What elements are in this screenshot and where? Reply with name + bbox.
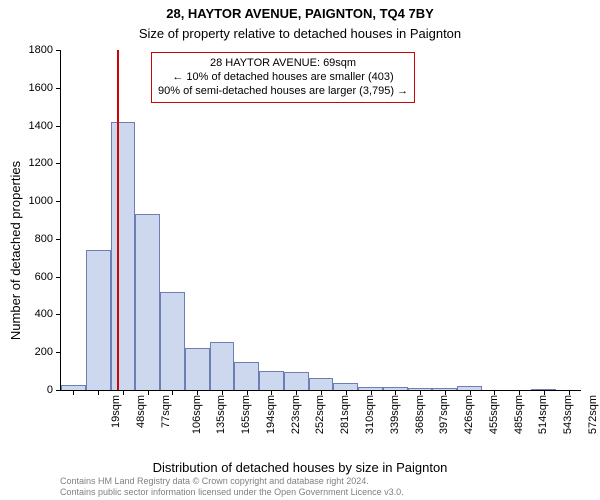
y-tick [56,352,61,353]
x-tick [197,390,198,395]
x-tick [569,390,570,395]
y-tick-label: 400 [35,308,53,320]
histogram-bar [234,362,259,390]
x-tick [445,390,446,395]
y-tick-label: 1400 [29,120,53,132]
y-tick-label: 1600 [29,82,53,94]
y-tick [56,239,61,240]
x-tick-label: 368sqm [414,395,426,434]
y-tick-label: 600 [35,271,53,283]
chart-container: 28, HAYTOR AVENUE, PAIGNTON, TQ4 7BY Siz… [0,0,600,500]
x-tick-label: 194sqm [265,395,277,434]
x-tick-label: 572sqm [587,395,599,434]
x-tick-label: 252sqm [315,395,327,434]
y-tick [56,163,61,164]
y-tick [56,88,61,89]
plot-area: 02004006008001000120014001600180019sqm48… [60,50,581,391]
x-tick [346,390,347,395]
x-tick [148,390,149,395]
y-tick-label: 1000 [29,195,53,207]
x-tick-label: 455sqm [488,395,500,434]
marker-line [117,50,119,390]
x-tick-label: 514sqm [537,395,549,434]
x-tick [470,390,471,395]
x-tick [271,390,272,395]
x-tick-label: 397sqm [438,395,450,434]
y-tick [56,126,61,127]
x-tick [222,390,223,395]
x-tick-label: 339sqm [389,395,401,434]
x-tick [123,390,124,395]
x-tick [73,390,74,395]
annotation-line: 28 HAYTOR AVENUE: 69sqm [158,57,408,71]
x-tick-label: 165sqm [240,395,252,434]
x-tick-label: 135sqm [216,395,228,434]
x-axis-label: Distribution of detached houses by size … [0,460,600,475]
histogram-bar [333,383,358,390]
histogram-bar [160,292,185,390]
y-tick [56,50,61,51]
histogram-bar [210,342,235,390]
y-tick [56,201,61,202]
y-tick [56,277,61,278]
x-tick [296,390,297,395]
x-tick-label: 77sqm [160,395,172,428]
y-tick [56,314,61,315]
x-tick-label: 310sqm [364,395,376,434]
y-axis-label: Number of detached properties [8,0,24,500]
x-tick-label: 485sqm [513,395,525,434]
x-tick [395,390,396,395]
y-tick-label: 1800 [29,44,53,56]
x-tick [98,390,99,395]
x-tick-label: 106sqm [191,395,203,434]
x-tick [420,390,421,395]
annotation-line: ← 10% of detached houses are smaller (40… [158,71,408,85]
histogram-bar [284,372,309,390]
y-tick-label: 1200 [29,157,53,169]
histogram-bar [86,250,111,390]
x-tick [519,390,520,395]
histogram-bar [259,371,284,390]
y-tick [56,390,61,391]
annotation-box: 28 HAYTOR AVENUE: 69sqm← 10% of detached… [151,52,415,103]
x-tick [172,390,173,395]
y-tick-label: 0 [47,384,53,396]
x-tick [321,390,322,395]
histogram-bar [185,348,210,391]
x-tick-label: 543sqm [562,395,574,434]
histogram-bar [309,378,334,390]
x-tick-label: 281sqm [339,395,351,434]
annotation-line: 90% of semi-detached houses are larger (… [158,85,408,99]
x-tick [544,390,545,395]
chart-subtitle: Size of property relative to detached ho… [0,26,600,41]
x-tick-label: 223sqm [290,395,302,434]
chart-title: 28, HAYTOR AVENUE, PAIGNTON, TQ4 7BY [0,6,600,21]
y-tick-label: 800 [35,233,53,245]
credits-text: Contains HM Land Registry data © Crown c… [60,476,404,498]
x-tick-label: 48sqm [135,395,147,428]
x-tick-label: 19sqm [110,395,122,428]
histogram-bar [111,122,136,390]
x-tick-label: 426sqm [463,395,475,434]
x-tick [247,390,248,395]
histogram-bar [135,214,160,390]
x-tick [494,390,495,395]
x-tick [371,390,372,395]
y-tick-label: 200 [35,346,53,358]
